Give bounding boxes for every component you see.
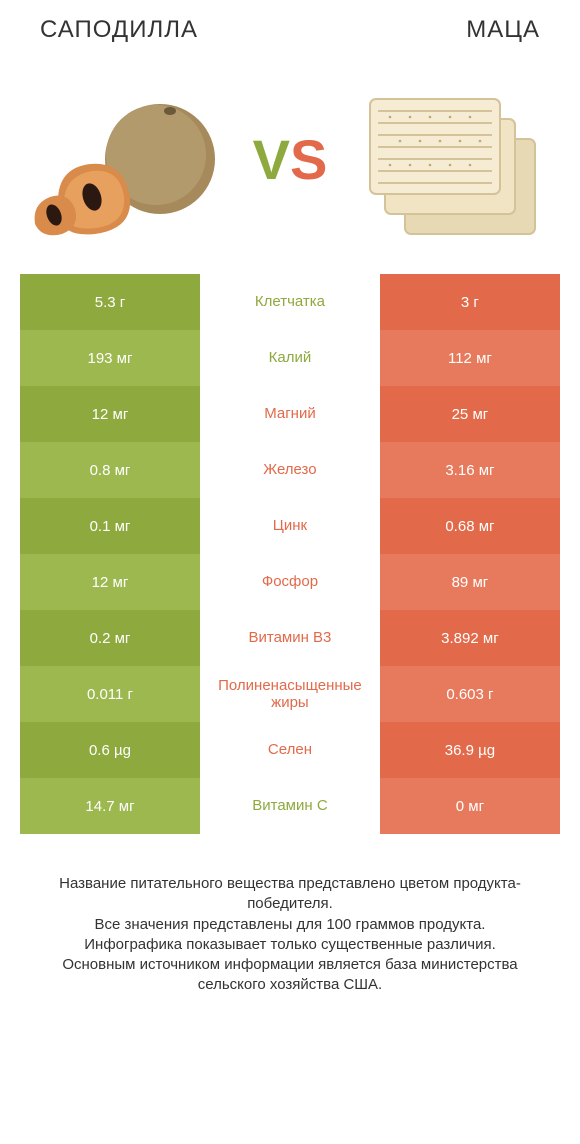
table-row: 193 мгКалий112 мг (20, 330, 560, 386)
cell-left-value: 0.1 мг (20, 498, 200, 554)
infographic-container: САПОДИЛЛА МАЦА VS (0, 0, 580, 1144)
cell-right-value: 3.16 мг (380, 442, 560, 498)
table-row: 12 мгМагний25 мг (20, 386, 560, 442)
cell-nutrient-label: Железо (200, 442, 380, 498)
cell-right-value: 0.68 мг (380, 498, 560, 554)
cell-left-value: 0.011 г (20, 666, 200, 722)
comparison-table: 5.3 гКлетчатка3 г193 мгКалий112 мг12 мгМ… (20, 274, 560, 834)
cell-right-value: 3.892 мг (380, 610, 560, 666)
cell-nutrient-label: Цинк (200, 498, 380, 554)
vs-v: V (253, 128, 290, 191)
cell-right-value: 112 мг (380, 330, 560, 386)
right-food-image (350, 69, 560, 249)
cell-left-value: 0.8 мг (20, 442, 200, 498)
footer-line: Основным источником информации является … (30, 955, 550, 996)
cell-left-value: 14.7 мг (20, 778, 200, 834)
cell-nutrient-label: Витамин B3 (200, 610, 380, 666)
cell-right-value: 36.9 µg (380, 722, 560, 778)
cell-right-value: 3 г (380, 274, 560, 330)
left-food-image (20, 69, 230, 249)
right-title: МАЦА (466, 16, 540, 44)
table-row: 14.7 мгВитамин C0 мг (20, 778, 560, 834)
cell-nutrient-label: Калий (200, 330, 380, 386)
footer-line: Все значения представлены для 100 граммо… (30, 915, 550, 935)
cell-nutrient-label: Полиненасыщенные жиры (200, 666, 380, 722)
images-row: VS (20, 54, 560, 274)
cell-right-value: 0.603 г (380, 666, 560, 722)
cell-right-value: 89 мг (380, 554, 560, 610)
cell-left-value: 12 мг (20, 386, 200, 442)
cell-nutrient-label: Клетчатка (200, 274, 380, 330)
footer-line: Название питательного вещества представл… (30, 874, 550, 915)
header: САПОДИЛЛА МАЦА (20, 16, 560, 54)
cell-left-value: 0.6 µg (20, 722, 200, 778)
footer-line: Инфографика показывает только существенн… (30, 935, 550, 955)
table-row: 0.011 гПолиненасыщенные жиры0.603 г (20, 666, 560, 722)
cell-left-value: 193 мг (20, 330, 200, 386)
footer-note: Название питательного вещества представл… (20, 874, 560, 996)
table-row: 0.6 µgСелен36.9 µg (20, 722, 560, 778)
cell-nutrient-label: Фосфор (200, 554, 380, 610)
cell-right-value: 0 мг (380, 778, 560, 834)
cell-left-value: 0.2 мг (20, 610, 200, 666)
cell-left-value: 5.3 г (20, 274, 200, 330)
cell-nutrient-label: Селен (200, 722, 380, 778)
cell-nutrient-label: Магний (200, 386, 380, 442)
cell-right-value: 25 мг (380, 386, 560, 442)
left-title: САПОДИЛЛА (40, 16, 198, 44)
table-row: 12 мгФосфор89 мг (20, 554, 560, 610)
table-row: 0.8 мгЖелезо3.16 мг (20, 442, 560, 498)
cell-left-value: 12 мг (20, 554, 200, 610)
cell-nutrient-label: Витамин C (200, 778, 380, 834)
vs-s: S (290, 128, 327, 191)
table-row: 0.2 мгВитамин B33.892 мг (20, 610, 560, 666)
table-row: 5.3 гКлетчатка3 г (20, 274, 560, 330)
table-row: 0.1 мгЦинк0.68 мг (20, 498, 560, 554)
vs-label: VS (253, 127, 328, 192)
